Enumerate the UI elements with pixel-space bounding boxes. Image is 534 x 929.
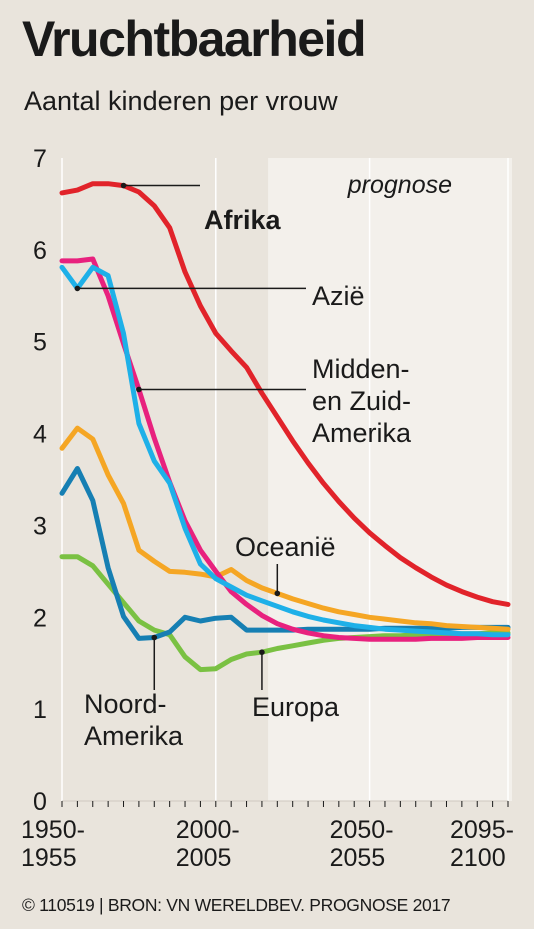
annotation-label-midden-en-zuid-amerika-line1: Midden-	[312, 354, 410, 384]
annotation-label-midden-en-zuid-amerika-line3: Amerika	[312, 418, 412, 448]
y-tick-label-6: 6	[33, 237, 47, 265]
y-tick-label-2: 2	[33, 604, 47, 632]
y-tick-label-7: 7	[33, 145, 47, 173]
y-tick-label-5: 5	[33, 329, 47, 357]
y-tick-label-1: 1	[33, 696, 47, 724]
series-line-midden-en-zuid-amerika	[59, 256, 511, 642]
x-tick-label-1950-line2: 1955	[21, 844, 77, 872]
chart-title: Vruchtbaarheid	[22, 11, 367, 67]
chart-subtitle: Aantal kinderen per vrouw	[24, 86, 338, 116]
x-tick-label-1950-line1: 1950-	[21, 816, 85, 844]
fertility-line-chart: 0 1 2 3 4 5 6 7 1950-1955 2000-2005 2050-2055 2095…	[21, 145, 514, 872]
x-tick-label-2095-line2: 2100	[450, 844, 506, 872]
y-tick-label-3: 3	[33, 512, 47, 540]
x-tick-label-2095-line1: 2095-	[450, 816, 514, 844]
y-axis-ticks: 0 1 2 3 4 5 6 7	[33, 145, 47, 816]
x-tick-label-2050-line1: 2050-	[330, 816, 394, 844]
annotation-label-noord-amerika-line2: Amerika	[84, 721, 184, 751]
annotation-label-europa: Europa	[252, 692, 340, 722]
series-line-noord-amerika	[59, 466, 511, 641]
x-tick-label-2000-line2: 2005	[176, 844, 232, 872]
annotation-label-azi-: Azië	[312, 281, 365, 311]
annotation-label-midden-en-zuid-amerika-line2: en Zuid-	[312, 386, 411, 416]
series-lines	[59, 181, 511, 673]
annotation-dot-azi-	[74, 285, 81, 292]
x-axis-ticks: 1950-1955 2000-2005 2050-2055 2095-2100	[21, 801, 514, 872]
x-tick-label-2000-line1: 2000-	[176, 816, 240, 844]
y-tick-label-4: 4	[33, 421, 47, 449]
prognose-label: prognose	[347, 171, 452, 199]
series-line-afrika	[59, 181, 511, 607]
annotation-label-noord-amerika-line1: Noord-	[84, 689, 167, 719]
series-line-oceani-	[59, 425, 511, 632]
prognose-region	[268, 158, 512, 801]
x-tick-label-2050-line2: 2055	[330, 844, 386, 872]
annotation-label-oceani-: Oceanië	[235, 532, 336, 562]
source-footer: © 110519 | BRON: VN WERELDBEV. PROGNOSE …	[22, 895, 451, 915]
annotation-label-afrika: Afrika	[204, 205, 282, 235]
series-line-azi-	[59, 264, 511, 638]
y-tick-label-0: 0	[33, 788, 47, 816]
